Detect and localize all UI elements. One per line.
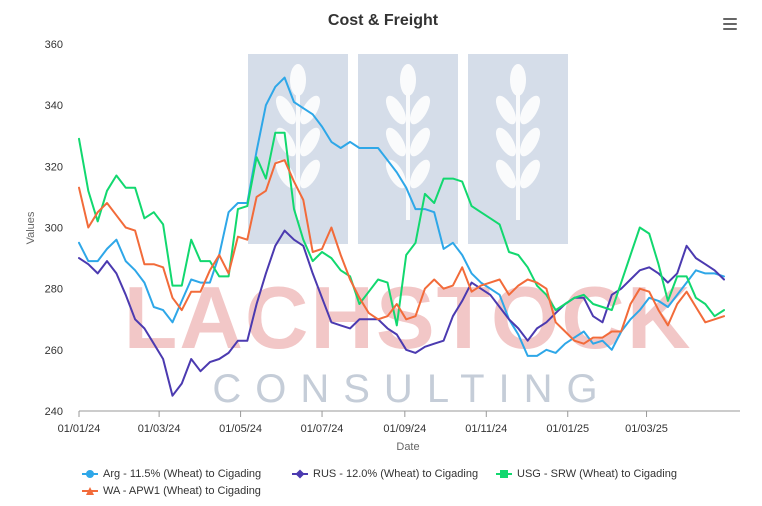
- x-tick-label: 01/03/24: [138, 423, 181, 435]
- y-tick-label: 340: [45, 100, 63, 112]
- legend-marker-circle-icon: [82, 469, 98, 479]
- x-tick-label: 01/01/25: [546, 423, 589, 435]
- x-tick-label: 01/03/25: [625, 423, 668, 435]
- y-tick-label: 320: [45, 161, 63, 173]
- hamburger-icon: [723, 23, 737, 25]
- y-tick-label: 280: [45, 284, 63, 296]
- y-axis-label: Values: [25, 211, 37, 244]
- series-line-2[interactable]: [78, 131, 725, 327]
- legend-marker-square-icon: [496, 469, 512, 479]
- legend-marker-diamond-icon: [292, 469, 308, 479]
- legend-label: USG - SRW (Wheat) to Cigading: [517, 468, 677, 480]
- x-tick-label: 01/07/24: [301, 423, 344, 435]
- y-tick-label: 360: [45, 39, 63, 51]
- chart-menu-button[interactable]: [718, 12, 742, 36]
- watermark-text-secondary: CONSULTING: [212, 367, 611, 411]
- series-lines: [78, 76, 725, 397]
- legend-label: RUS - 12.0% (Wheat) to Cigading: [313, 468, 479, 480]
- chart-title: Cost & Freight: [328, 12, 439, 29]
- x-tick-label: 01/01/24: [58, 423, 101, 435]
- y-tick-label: 260: [45, 345, 63, 357]
- legend-label: Arg - 11.5% (Wheat) to Cigading: [103, 468, 262, 480]
- wheat-logo-icon: [248, 54, 568, 244]
- y-tick-label: 240: [45, 406, 63, 418]
- series-line-3[interactable]: [78, 159, 725, 345]
- series-line-1[interactable]: [78, 229, 725, 397]
- hamburger-icon: [723, 18, 737, 20]
- series-line-0[interactable]: [78, 76, 725, 357]
- x-tick-label: 01/09/24: [383, 423, 426, 435]
- legend-item[interactable]: Arg - 11.5% (Wheat) to Cigading: [82, 468, 261, 480]
- y-tick-label: 300: [45, 223, 63, 235]
- hamburger-icon: [723, 28, 737, 30]
- legend-item[interactable]: RUS - 12.0% (Wheat) to Cigading: [292, 468, 478, 480]
- x-tick-label: 01/05/24: [219, 423, 262, 435]
- x-tick-label: 01/11/24: [465, 423, 507, 435]
- legend-marker-triangle-icon: [82, 486, 98, 496]
- x-axis-label: Date: [396, 441, 419, 453]
- axes: 240 260 280 300 320 340 360 01/01/24 01/03/24 01/…: [45, 39, 740, 435]
- legend-label: WA - APW1 (Wheat) to Cigading: [103, 485, 261, 497]
- legend-item[interactable]: WA - APW1 (Wheat) to Cigading: [82, 485, 261, 497]
- legend-item[interactable]: USG - SRW (Wheat) to Cigading: [496, 468, 677, 480]
- watermark: LACHSTOCK CONSULTING: [124, 54, 690, 411]
